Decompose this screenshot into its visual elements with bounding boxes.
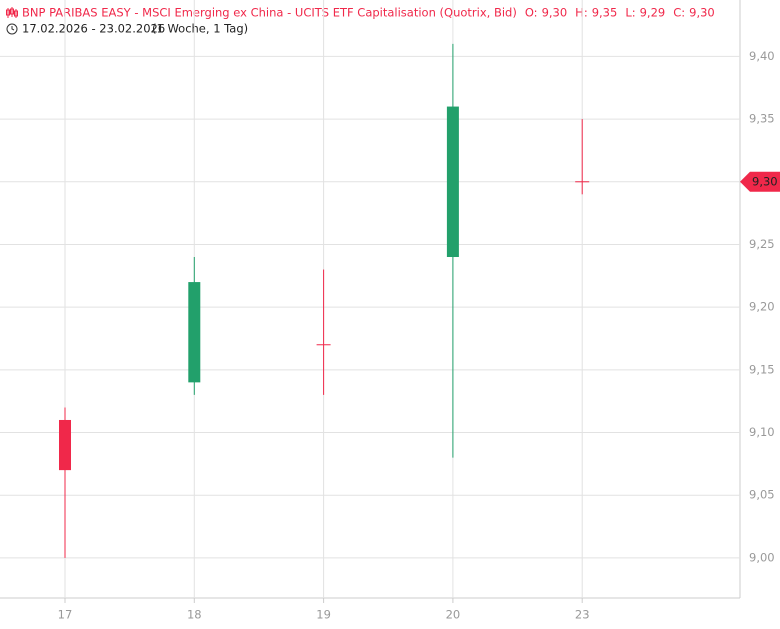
header-icon bbox=[6, 7, 18, 18]
ohlc-legend: O: 9,30 H: 9,35 L: 9,29 C: 9,30 bbox=[525, 6, 715, 20]
x-tick-label: 18 bbox=[187, 608, 202, 622]
y-tick-label: 9,20 bbox=[749, 300, 775, 314]
last-price-label: 9,30 bbox=[752, 174, 778, 188]
candle-body bbox=[59, 419, 71, 471]
chart-title: BNP PARIBAS EASY - MSCI Emerging ex Chin… bbox=[22, 6, 517, 20]
y-tick-label: 9,15 bbox=[749, 362, 775, 376]
ohlc-value: 9,30 bbox=[689, 6, 715, 20]
ohlc-label: C: bbox=[673, 6, 685, 20]
y-tick-label: 9,40 bbox=[749, 49, 775, 63]
x-tick-label: 20 bbox=[446, 608, 461, 622]
ohlc-label: H: bbox=[575, 6, 588, 20]
candle-body bbox=[446, 106, 459, 258]
ohlc-label: O: bbox=[525, 6, 538, 20]
last-price-tag bbox=[740, 171, 780, 192]
x-tick-label: 17 bbox=[58, 608, 73, 622]
y-tick-label: 9,25 bbox=[749, 237, 775, 251]
date-range: 17.02.2026 - 23.02.2026 bbox=[22, 22, 165, 36]
y-tick-label: 9,35 bbox=[749, 112, 775, 126]
period: (1 Woche, 1 Tag) bbox=[152, 22, 248, 36]
candle-body bbox=[188, 282, 201, 383]
y-tick-label: 9,10 bbox=[749, 425, 775, 439]
y-tick-label: 9,05 bbox=[749, 488, 775, 502]
ohlc-label: L: bbox=[625, 6, 635, 20]
ohlc-value: 9,35 bbox=[592, 6, 618, 20]
ohlc-value: 9,29 bbox=[640, 6, 666, 20]
x-tick-label: 19 bbox=[316, 608, 331, 622]
clock-icon bbox=[6, 23, 18, 35]
ohlc-value: 9,30 bbox=[542, 6, 568, 20]
x-tick-label: 23 bbox=[575, 608, 590, 622]
y-tick-label: 9,00 bbox=[749, 550, 775, 564]
